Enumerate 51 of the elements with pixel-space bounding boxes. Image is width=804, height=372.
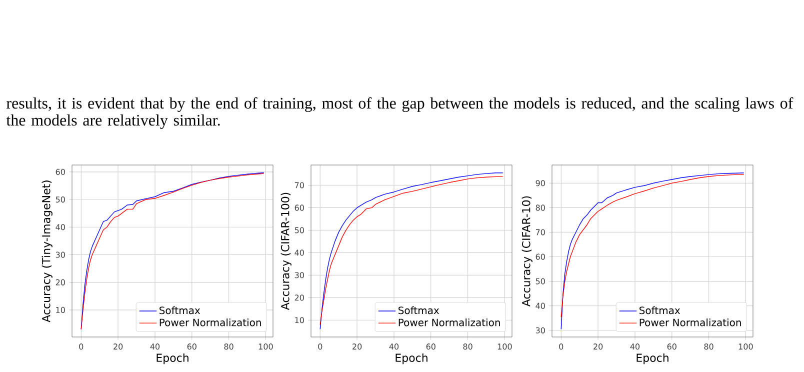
legend-label: Power Normalization (398, 318, 500, 326)
y-tick-label: 30 (294, 272, 304, 278)
y-tick-label: 20 (56, 279, 65, 286)
legend-label: Power Normalization (160, 318, 261, 326)
x-axis-title: Epoch (636, 353, 668, 364)
x-tick-label: 40 (150, 344, 160, 350)
x-tick-label: 80 (224, 344, 234, 350)
x-tick-label: 20 (352, 344, 362, 350)
y-tick-label: 50 (536, 278, 545, 284)
x-tick-label: 60 (187, 344, 196, 350)
y-axis-title: Accuracy (CIFAR-10) (522, 196, 532, 307)
x-tick-label: 0 (559, 344, 564, 350)
y-axis-title: Accuracy (Tiny-ImageNet) (42, 180, 52, 322)
y-tick-label: 70 (294, 182, 304, 188)
text: results, it is evident that by the end of training, most of the gap between the models is reduced, and the scaling laws of the models are relatively similar. (6, 97, 794, 129)
x-axis-title: Epoch (396, 353, 428, 364)
x-tick-label: 20 (114, 344, 123, 350)
x-axis-title: Epoch (156, 353, 188, 364)
y-tick-label: 30 (56, 252, 65, 258)
legend-label: Softmax (398, 306, 440, 314)
x-tick-label: 60 (667, 344, 676, 350)
x-tick-label: 40 (389, 344, 399, 350)
x-tick-label: 0 (318, 344, 322, 350)
y-tick-label: 60 (56, 168, 65, 175)
x-tick-label: 100 (498, 344, 512, 350)
y-tick-label: 40 (56, 224, 65, 230)
y-tick-label: 70 (536, 229, 545, 236)
legend-label: Softmax (160, 306, 200, 314)
y-axis-title: Accuracy (CIFAR-100) (280, 192, 292, 310)
y-tick-label: 60 (294, 204, 304, 211)
x-tick-label: 40 (630, 344, 640, 350)
legend-label: Power Normalization (640, 318, 741, 326)
y-tick-label: 20 (294, 294, 304, 301)
y-tick-label: 60 (536, 254, 545, 260)
x-tick-label: 0 (79, 344, 84, 350)
legend-label: Softmax (640, 306, 680, 314)
y-tick-label: 40 (536, 302, 545, 309)
y-tick-label: 90 (536, 180, 545, 186)
x-tick-label: 80 (704, 344, 714, 350)
y-tick-label: 10 (295, 317, 304, 324)
y-tick-label: 80 (536, 204, 545, 211)
y-tick-label: 50 (56, 196, 65, 203)
x-tick-label: 20 (594, 344, 603, 350)
x-tick-label: 60 (426, 344, 436, 350)
x-tick-label: 100 (258, 344, 273, 350)
x-tick-label: 80 (463, 344, 472, 350)
y-tick-label: 10 (56, 306, 65, 313)
y-tick-label: 30 (536, 327, 545, 334)
y-tick-label: 50 (294, 227, 304, 234)
x-tick-label: 100 (738, 344, 753, 350)
y-tick-label: 40 (294, 250, 304, 256)
